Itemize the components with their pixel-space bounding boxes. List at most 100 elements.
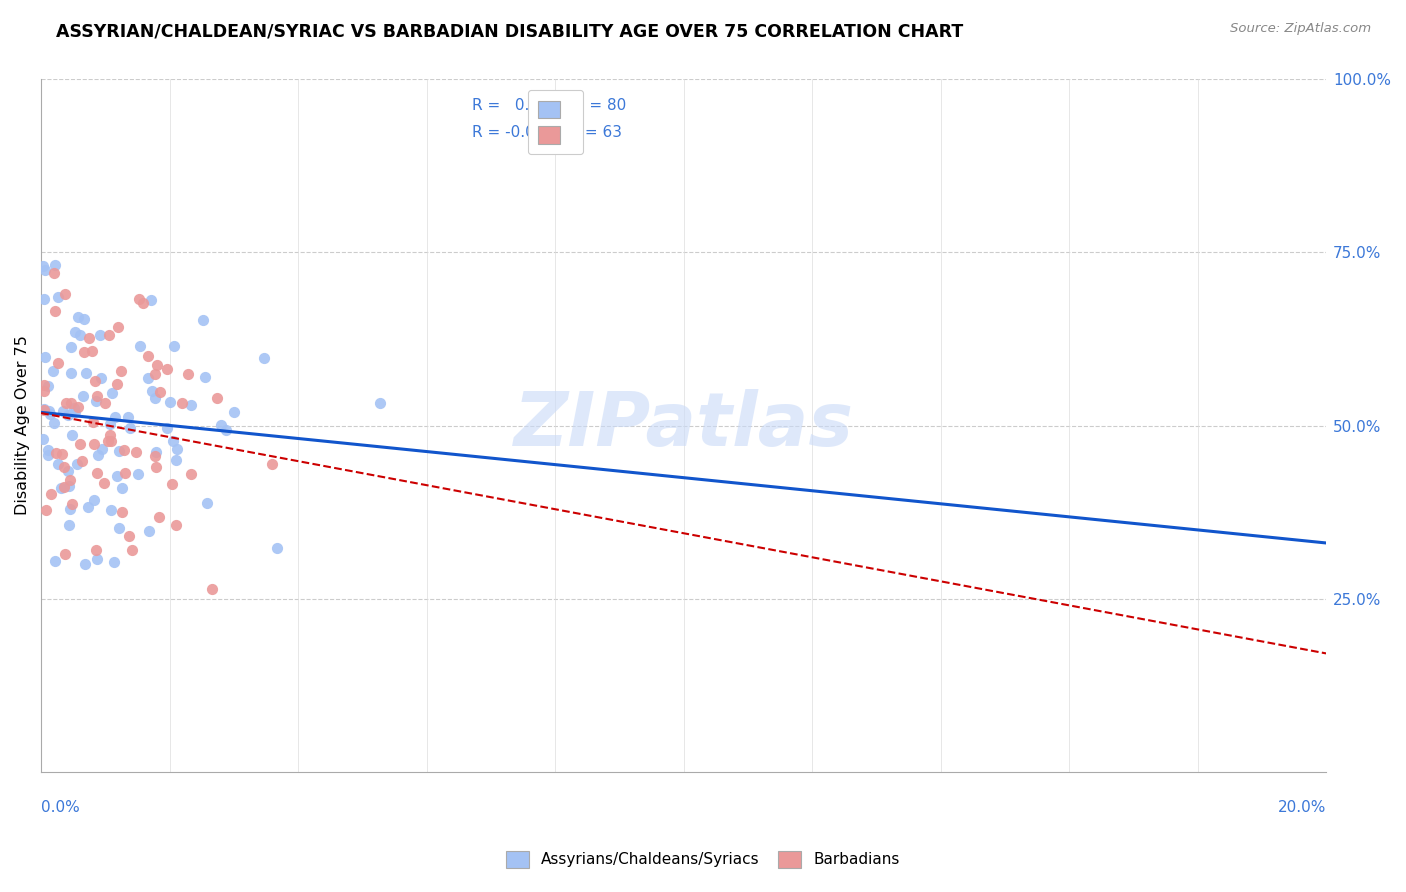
Point [143,367,166,381]
Point [368,396,391,410]
Point [32,384,55,398]
Point [63,401,86,416]
Point [146,359,169,373]
Point [148,509,170,524]
Point [80,344,103,359]
Point [100,503,122,517]
Text: 20.0%: 20.0% [1278,800,1326,814]
Point [98,417,121,431]
Point [35,503,58,517]
Point [70,453,93,467]
Point [39,487,62,501]
Point [42,364,65,378]
Point [89,328,111,343]
Point [83,374,105,388]
Point [55,396,77,410]
Point [108,444,131,458]
Point [100,434,122,448]
Point [143,391,166,405]
Point [253,351,276,365]
Point [69,328,91,343]
Point [98,328,121,343]
Point [117,410,139,425]
Point [138,524,160,539]
Point [73,311,96,326]
Point [86,552,108,566]
Point [37,448,59,462]
Point [83,437,105,451]
Text: Source: ZipAtlas.com: Source: ZipAtlas.com [1230,22,1371,36]
Point [86,389,108,403]
Point [111,481,134,495]
Point [82,415,104,429]
Point [58,518,80,533]
Point [180,398,202,412]
Point [145,459,167,474]
Point [121,542,143,557]
Point [66,400,89,414]
Text: R = -0.074   N = 63: R = -0.074 N = 63 [471,125,621,139]
Point [118,528,141,542]
Point [63,405,86,419]
Point [127,467,149,481]
Point [46,290,69,304]
Point [60,340,83,354]
Point [56,464,79,478]
Point [201,582,224,597]
Point [195,495,218,509]
Point [105,377,128,392]
Point [44,304,66,318]
Point [42,416,65,430]
Point [101,386,124,401]
Point [38,404,60,418]
Point [37,443,59,458]
Point [37,379,59,393]
Point [209,418,232,433]
Text: ZIPatlas: ZIPatlas [513,389,853,462]
Point [125,445,148,459]
Point [86,466,108,480]
Point [32,292,55,306]
Point [39,408,62,422]
Point [32,402,55,417]
Point [138,349,160,363]
Point [32,377,55,392]
Point [156,420,179,434]
Point [46,356,69,370]
Legend: , : , [527,90,582,154]
Point [159,395,181,409]
Point [149,385,172,400]
Point [73,345,96,359]
Point [45,446,67,460]
Point [59,395,82,409]
Point [32,259,55,273]
Point [69,437,91,451]
Point [266,541,288,556]
Point [104,410,127,425]
Point [160,476,183,491]
Point [73,557,96,571]
Point [59,473,82,487]
Point [103,555,125,569]
Y-axis label: Disability Age Over 75: Disability Age Over 75 [15,335,30,516]
Point [136,371,159,385]
Point [193,313,215,327]
Point [32,432,55,446]
Text: R =   0.133   N = 80: R = 0.133 N = 80 [471,98,626,113]
Text: 0.0%: 0.0% [41,800,80,814]
Point [145,445,167,459]
Point [52,404,75,418]
Point [60,427,83,442]
Point [83,493,105,508]
Point [128,292,150,306]
Point [32,402,55,417]
Point [59,501,82,516]
Point [114,466,136,480]
Point [44,258,66,272]
Point [91,442,114,456]
Point [72,389,94,403]
Point [214,423,236,437]
Point [51,447,73,461]
Point [34,351,56,365]
Point [110,364,132,378]
